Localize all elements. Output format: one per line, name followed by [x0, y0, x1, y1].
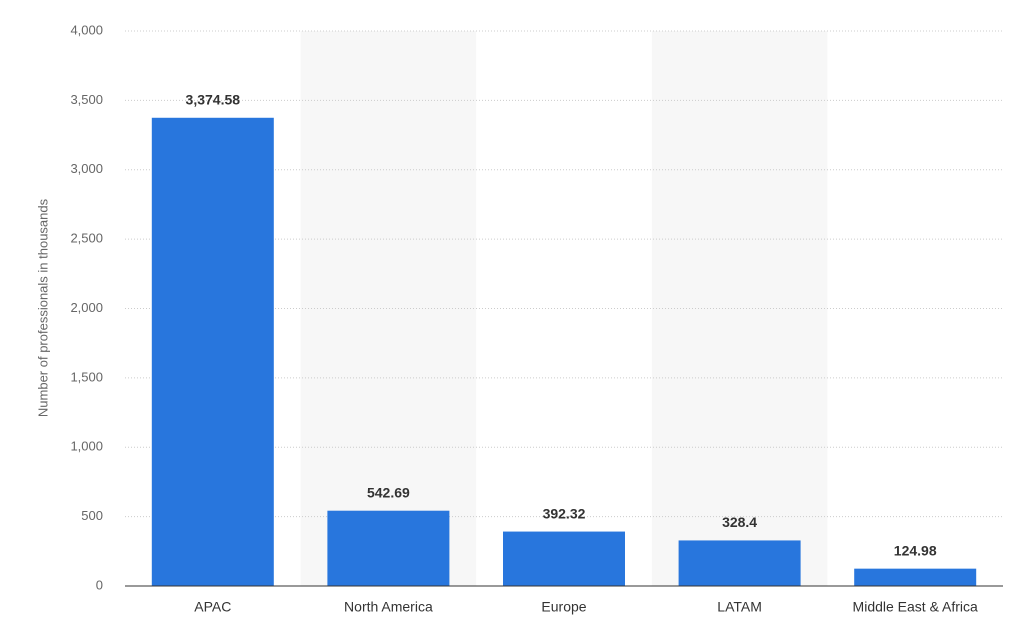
x-tick-label: LATAM — [717, 599, 762, 615]
value-label: 328.4 — [722, 514, 757, 530]
bar — [854, 568, 977, 586]
x-tick-label: Middle East & Africa — [853, 599, 978, 615]
bar — [503, 531, 625, 586]
y-tick-label: 3,500 — [70, 92, 103, 107]
y-tick-label: 1,500 — [70, 369, 103, 384]
y-tick-label: 0 — [96, 577, 103, 592]
bar — [151, 117, 274, 586]
x-tick-label: APAC — [194, 599, 231, 615]
value-label: 3,374.58 — [186, 91, 241, 107]
value-label: 124.98 — [894, 542, 937, 558]
y-tick-label: 1,000 — [70, 439, 103, 454]
y-tick-label: 3,000 — [70, 161, 103, 176]
y-tick-label: 4,000 — [70, 22, 103, 37]
y-tick-label: 2,000 — [70, 300, 103, 315]
value-label: 392.32 — [543, 505, 586, 521]
y-axis-title: Number of professionals in thousands — [35, 198, 50, 417]
y-tick-label: 2,500 — [70, 231, 103, 246]
y-tick-label: 500 — [81, 508, 103, 523]
x-tick-label: North America — [344, 599, 433, 615]
bar — [678, 540, 801, 586]
x-tick-label: Europe — [541, 599, 586, 615]
bar — [327, 510, 450, 586]
band-shade — [651, 31, 828, 586]
value-label: 542.69 — [367, 484, 410, 500]
